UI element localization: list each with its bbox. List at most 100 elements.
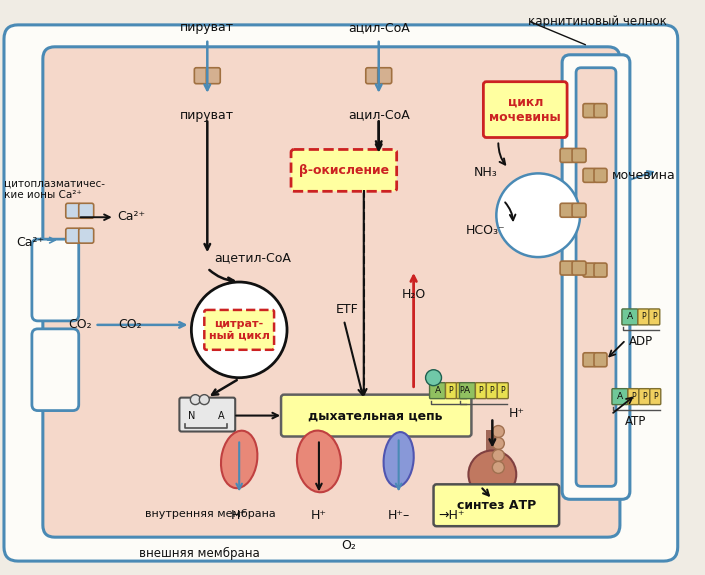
- Text: внешняя мембрана: внешняя мембрана: [139, 547, 259, 560]
- FancyBboxPatch shape: [429, 383, 446, 398]
- FancyBboxPatch shape: [576, 68, 616, 486]
- FancyBboxPatch shape: [639, 389, 650, 405]
- Circle shape: [496, 174, 580, 257]
- FancyBboxPatch shape: [475, 383, 486, 398]
- FancyBboxPatch shape: [583, 104, 596, 117]
- Text: пируват: пируват: [180, 21, 234, 34]
- Text: CO₂: CO₂: [68, 319, 92, 331]
- Text: цикл
мочевины: цикл мочевины: [489, 95, 561, 124]
- Text: цитрат-
ный цикл: цитрат- ный цикл: [209, 319, 269, 340]
- Circle shape: [492, 426, 504, 438]
- FancyBboxPatch shape: [594, 104, 607, 117]
- Text: синтез АТР: синтез АТР: [457, 499, 536, 512]
- FancyBboxPatch shape: [572, 204, 586, 217]
- Text: цитоплазматичес-
кие ионы Ca²⁺: цитоплазматичес- кие ионы Ca²⁺: [4, 178, 105, 200]
- Text: мочевина: мочевина: [612, 169, 675, 182]
- FancyBboxPatch shape: [572, 261, 586, 275]
- FancyBboxPatch shape: [560, 261, 574, 275]
- Text: P: P: [501, 386, 505, 395]
- Circle shape: [191, 282, 287, 378]
- FancyBboxPatch shape: [79, 204, 94, 218]
- Text: H⁺: H⁺: [311, 509, 327, 522]
- FancyBboxPatch shape: [583, 263, 596, 277]
- Text: A: A: [617, 392, 623, 401]
- Text: A: A: [627, 312, 633, 321]
- Circle shape: [468, 450, 516, 499]
- FancyBboxPatch shape: [66, 228, 81, 243]
- FancyBboxPatch shape: [446, 383, 456, 398]
- Text: P: P: [652, 312, 656, 321]
- Text: H₂O: H₂O: [401, 289, 426, 301]
- FancyBboxPatch shape: [594, 263, 607, 277]
- FancyBboxPatch shape: [622, 309, 638, 325]
- FancyBboxPatch shape: [594, 168, 607, 182]
- Text: P: P: [631, 392, 636, 401]
- FancyBboxPatch shape: [572, 148, 586, 162]
- Circle shape: [492, 450, 504, 461]
- Text: Ca²⁺: Ca²⁺: [118, 210, 146, 223]
- FancyBboxPatch shape: [650, 389, 661, 405]
- FancyBboxPatch shape: [66, 204, 81, 218]
- FancyBboxPatch shape: [179, 398, 235, 431]
- Text: β-окисление: β-окисление: [299, 164, 389, 177]
- FancyBboxPatch shape: [4, 25, 678, 561]
- FancyBboxPatch shape: [594, 353, 607, 367]
- FancyBboxPatch shape: [560, 204, 574, 217]
- Text: →H⁺: →H⁺: [439, 509, 465, 522]
- Text: CO₂: CO₂: [118, 319, 142, 331]
- Ellipse shape: [297, 431, 341, 492]
- Text: внутренняя мембрана: внутренняя мембрана: [145, 509, 275, 519]
- FancyBboxPatch shape: [628, 389, 639, 405]
- Text: ацетил-CoA: ацетил-CoA: [214, 252, 291, 264]
- Circle shape: [426, 370, 441, 386]
- Text: карнитиновый челнок: карнитиновый челнок: [528, 15, 667, 28]
- FancyBboxPatch shape: [612, 389, 628, 405]
- Text: O₂: O₂: [341, 539, 356, 552]
- Text: ETF: ETF: [336, 304, 358, 316]
- Text: Ca²⁺: Ca²⁺: [16, 236, 44, 248]
- Text: P: P: [448, 386, 453, 395]
- Text: H⁺: H⁺: [231, 509, 247, 522]
- FancyBboxPatch shape: [195, 68, 208, 84]
- FancyBboxPatch shape: [560, 148, 574, 162]
- Text: P: P: [653, 392, 658, 401]
- FancyBboxPatch shape: [486, 383, 497, 398]
- FancyBboxPatch shape: [456, 383, 467, 398]
- Text: N: N: [188, 411, 195, 420]
- FancyBboxPatch shape: [32, 329, 79, 411]
- Text: A: A: [218, 411, 225, 420]
- Text: ADP: ADP: [629, 335, 653, 348]
- Text: дыхательная цепь: дыхательная цепь: [309, 409, 443, 422]
- Text: H⁺: H⁺: [508, 407, 525, 420]
- FancyBboxPatch shape: [434, 484, 559, 526]
- Bar: [486, 430, 498, 469]
- Text: P: P: [641, 312, 646, 321]
- Text: P: P: [460, 386, 465, 395]
- Text: P: P: [489, 386, 494, 395]
- Circle shape: [492, 461, 504, 473]
- Text: A: A: [434, 386, 441, 395]
- FancyBboxPatch shape: [583, 353, 596, 367]
- FancyBboxPatch shape: [366, 68, 380, 84]
- FancyBboxPatch shape: [497, 383, 508, 398]
- Text: A: A: [465, 386, 470, 395]
- Text: NH₃: NH₃: [474, 166, 497, 179]
- FancyBboxPatch shape: [32, 239, 79, 321]
- FancyBboxPatch shape: [291, 150, 397, 191]
- Text: ацил-CoA: ацил-CoA: [348, 109, 410, 121]
- FancyBboxPatch shape: [281, 394, 472, 436]
- FancyBboxPatch shape: [207, 68, 220, 84]
- Circle shape: [190, 394, 200, 405]
- FancyBboxPatch shape: [638, 309, 649, 325]
- FancyBboxPatch shape: [43, 47, 620, 537]
- Circle shape: [200, 394, 209, 405]
- Text: H⁺–: H⁺–: [388, 509, 410, 522]
- FancyBboxPatch shape: [484, 82, 567, 137]
- Ellipse shape: [384, 432, 414, 487]
- FancyBboxPatch shape: [583, 168, 596, 182]
- FancyBboxPatch shape: [79, 228, 94, 243]
- Text: ATP: ATP: [625, 415, 646, 428]
- Text: пируват: пируват: [180, 109, 234, 121]
- FancyBboxPatch shape: [460, 383, 475, 398]
- FancyBboxPatch shape: [378, 68, 392, 84]
